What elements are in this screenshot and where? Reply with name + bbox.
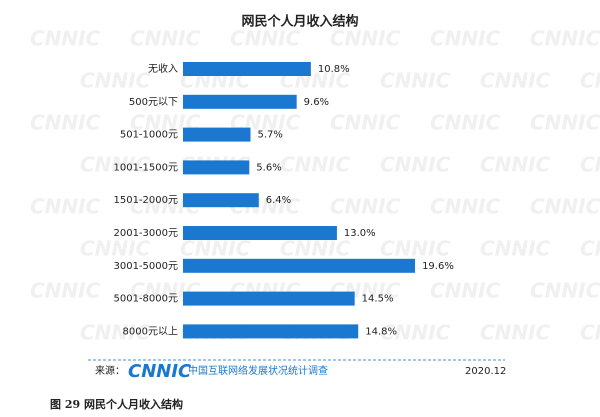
y-tick-label: 5001-8000元 <box>113 294 178 305</box>
watermark: CNNIC <box>530 195 600 219</box>
watermark: CNNIC <box>530 111 600 135</box>
value-label: 9.6% <box>304 97 329 108</box>
bar <box>183 160 250 175</box>
bar <box>183 193 259 208</box>
watermark: CNNIC <box>480 153 551 177</box>
watermark: CNNIC <box>580 69 600 93</box>
watermark: CNNIC <box>280 237 351 261</box>
watermark: CNNIC <box>180 237 251 261</box>
watermark: CNNIC <box>280 153 351 177</box>
watermark: CNNIC <box>430 27 501 51</box>
bar <box>183 324 359 339</box>
watermark: CNNIC <box>230 27 301 51</box>
value-label: 10.8% <box>318 64 350 75</box>
watermark: CNNIC <box>430 111 501 135</box>
y-tick-label: 1501-2000元 <box>113 195 178 206</box>
watermark: CNNIC <box>80 321 151 345</box>
value-label: 6.4% <box>266 195 291 206</box>
watermark: CNNIC <box>580 237 600 261</box>
y-tick-label: 8000元以上 <box>123 325 178 337</box>
watermark: CNNIC <box>330 195 401 219</box>
watermark: CNNIC <box>80 69 151 93</box>
watermark: CNNIC <box>430 195 501 219</box>
value-label: 5.7% <box>257 130 282 141</box>
value-label: 13.0% <box>344 228 376 239</box>
watermark: CNNIC <box>30 279 101 303</box>
watermark: CNNIC <box>580 321 600 345</box>
bar <box>183 291 355 306</box>
value-label: 14.5% <box>362 294 394 305</box>
watermark: CNNIC <box>380 69 451 93</box>
watermark: CNNIC <box>480 237 551 261</box>
bar <box>183 226 337 240</box>
y-tick-label: 3001-5000元 <box>113 261 178 272</box>
watermark: CNNIC <box>330 27 401 51</box>
watermark: CNNIC <box>530 279 600 303</box>
watermark: CNNIC <box>30 27 101 51</box>
watermark: CNNIC <box>30 111 101 135</box>
bar <box>183 62 311 76</box>
watermark: CNNIC <box>380 321 451 345</box>
watermark: CNNIC <box>330 111 401 135</box>
y-tick-label: 500元以下 <box>129 97 178 108</box>
y-tick-label: 2001-3000元 <box>113 228 178 239</box>
bar <box>183 127 251 142</box>
watermark: CNNIC <box>30 195 101 219</box>
source-name: 中国互联网络发展状况统计调查 <box>188 364 328 377</box>
y-tick-label: 无收入 <box>148 62 178 75</box>
value-label: 14.8% <box>365 326 397 337</box>
watermark: CNNIC <box>80 237 151 261</box>
value-label: 19.6% <box>422 261 454 272</box>
source-label: 来源： <box>95 364 125 377</box>
watermark: CNNIC <box>380 237 451 261</box>
y-tick-label: 1001-1500元 <box>113 162 178 173</box>
watermark: CNNIC <box>580 153 600 177</box>
date: 2020.12 <box>465 366 506 377</box>
caption-number: 图 29 <box>50 398 80 411</box>
watermark: CNNIC <box>380 153 451 177</box>
watermark: CNNIC <box>480 69 551 93</box>
value-label: 5.6% <box>256 162 281 173</box>
bar <box>183 94 297 109</box>
caption-text: 网民个人月收入结构 <box>84 397 183 411</box>
chart-title: 网民个人月收入结构 <box>241 14 358 30</box>
watermark: CNNIC <box>480 321 551 345</box>
watermark: CNNIC <box>130 27 201 51</box>
y-tick-label: 501-1000元 <box>120 130 178 141</box>
bar <box>183 258 416 273</box>
watermark: CNNIC <box>530 27 600 51</box>
logo: CNNIC <box>128 361 192 382</box>
watermark: CNNIC <box>80 153 151 177</box>
watermark: CNNIC <box>430 279 501 303</box>
